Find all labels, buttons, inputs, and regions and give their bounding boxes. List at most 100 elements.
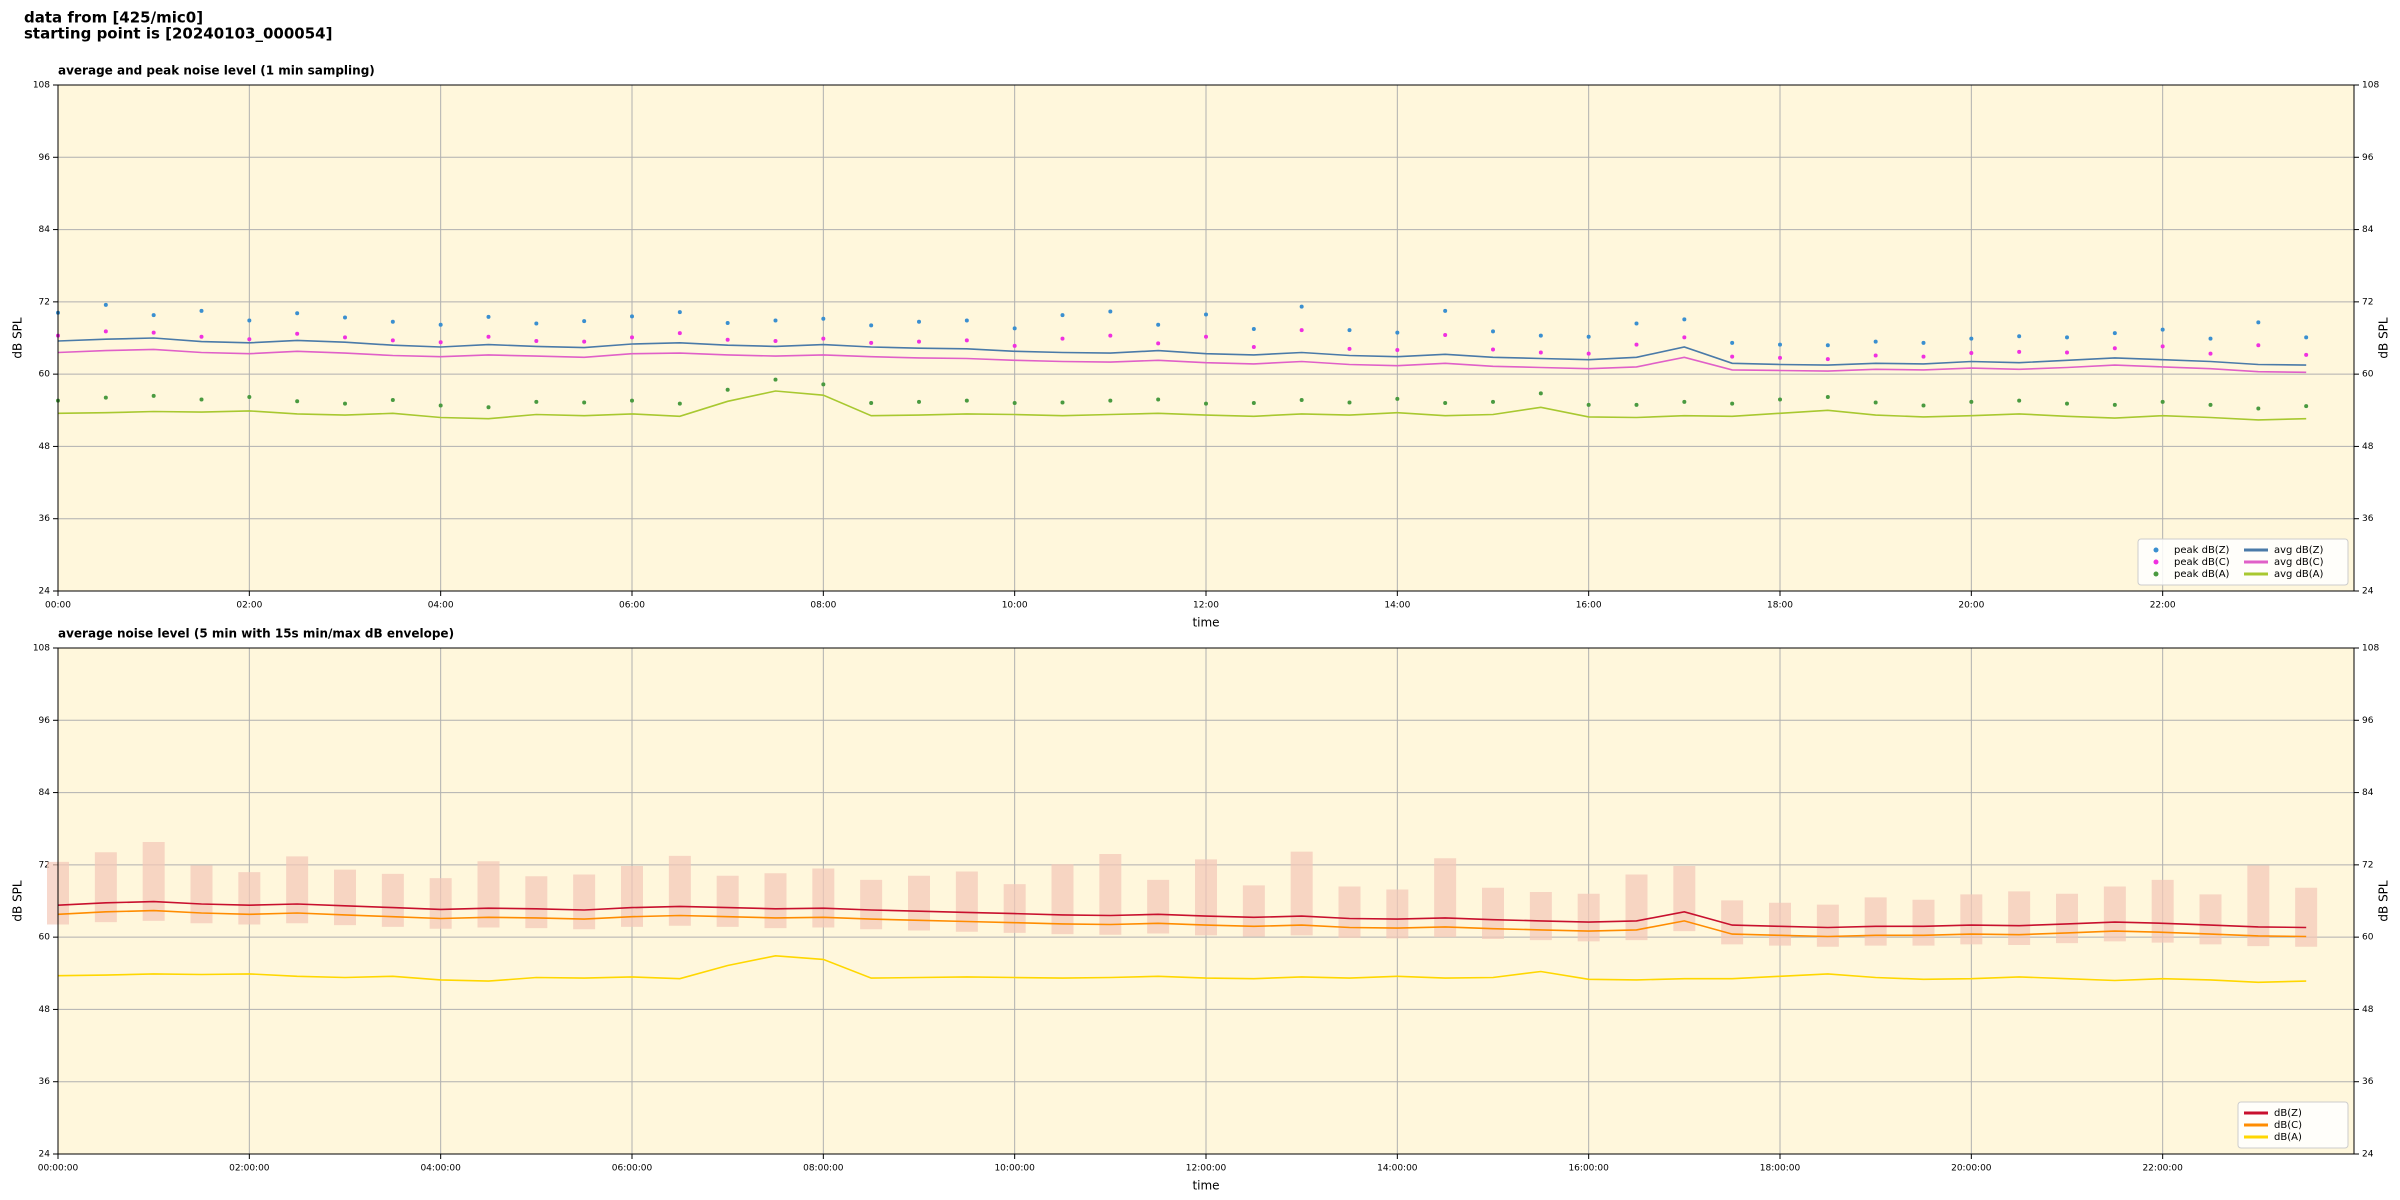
x-tick-label: 04:00	[428, 601, 454, 611]
y-tick-label: 60	[2362, 933, 2374, 943]
peak-point	[151, 330, 156, 335]
peak-point	[390, 398, 395, 403]
peak-point	[1491, 399, 1495, 404]
peak-point	[1395, 348, 1400, 353]
peak-point	[1491, 347, 1495, 352]
peak-point	[343, 401, 347, 406]
peak-point	[1156, 322, 1161, 327]
peak-point	[869, 323, 874, 328]
series-line	[57, 390, 2307, 421]
x-tick-label: 10:00:00	[994, 1164, 1035, 1174]
legend-label: dB(Z)	[2274, 1108, 2302, 1119]
peak-point	[1156, 341, 1161, 346]
peak-point	[1778, 397, 1782, 402]
peak-point	[1299, 328, 1304, 333]
peak-point	[2112, 331, 2117, 336]
legend-label: peak dB(A)	[2174, 569, 2230, 580]
peak-point	[1299, 398, 1304, 403]
peak-point	[2160, 399, 2165, 404]
peak-point	[1634, 321, 1639, 326]
x-tick-label: 22:00:00	[2142, 1164, 2183, 1174]
peak-point	[2304, 404, 2309, 409]
peak-point	[1347, 346, 1352, 351]
legend-label: dB(A)	[2274, 1132, 2302, 1143]
peak-point	[1347, 328, 1352, 333]
peak-point	[295, 399, 300, 404]
peak-point	[534, 399, 539, 404]
y-tick-label: 24	[2362, 1150, 2374, 1160]
peak-point	[964, 318, 969, 323]
peak-point	[247, 337, 252, 342]
legend-label: avg dB(A)	[2274, 569, 2324, 580]
peak-point	[917, 339, 921, 344]
peak-point	[1395, 330, 1400, 335]
y-tick-label: 24	[39, 587, 51, 597]
peak-point	[1730, 401, 1735, 406]
peak-point	[1825, 343, 1830, 348]
peak-point	[1108, 309, 1113, 314]
y-tick-label: 72	[2362, 297, 2373, 307]
y-tick-label: 108	[2362, 81, 2379, 91]
peak-point	[103, 395, 108, 400]
peak-point	[1825, 357, 1830, 362]
peak-point	[2208, 402, 2213, 407]
peak-point	[1347, 400, 1352, 405]
x-tick-label: 00:00:00	[38, 1164, 79, 1174]
y-axis-label: dB SPL	[2377, 317, 2391, 359]
peak-point	[390, 338, 395, 343]
x-tick-label: 14:00:00	[1377, 1164, 1418, 1174]
peak-point	[773, 318, 778, 323]
x-tick-label: 22:00	[2150, 601, 2176, 611]
peak-point	[1012, 401, 1017, 406]
peak-point	[1251, 401, 1256, 406]
y-tick-label: 96	[39, 716, 51, 726]
y-tick-label: 36	[2362, 514, 2374, 524]
peak-point	[247, 318, 252, 323]
peak-point	[917, 399, 921, 404]
y-tick-label: 60	[39, 370, 51, 380]
peak-point	[1921, 403, 1926, 408]
x-tick-label: 02:00:00	[229, 1164, 270, 1174]
peak-point	[1873, 400, 1878, 405]
y-tick-label: 60	[2362, 370, 2374, 380]
legend-marker	[2153, 547, 2159, 553]
x-tick-label: 14:00	[1384, 601, 1410, 611]
peak-point	[630, 335, 634, 340]
header-line: data from [425/mic0]	[24, 9, 203, 27]
peak-point	[630, 398, 634, 403]
legend-marker	[2153, 559, 2159, 565]
peak-point	[821, 336, 826, 341]
y-tick-label: 108	[33, 644, 50, 654]
axes-frame	[57, 647, 2355, 1155]
legend-label: dB(C)	[2274, 1120, 2302, 1131]
peak-point	[1443, 401, 1448, 406]
peak-point	[1682, 399, 1687, 404]
peak-point	[2112, 346, 2117, 351]
peak-point	[1969, 399, 1974, 404]
peak-point	[1586, 334, 1591, 339]
peak-point	[630, 314, 634, 319]
peak-point	[1969, 336, 1974, 341]
peak-point	[582, 319, 587, 324]
peak-point	[486, 405, 491, 410]
y-tick-label: 84	[2362, 225, 2374, 235]
peak-point	[2208, 351, 2213, 356]
peak-point	[1395, 396, 1400, 401]
peak-point	[2065, 401, 2069, 406]
peak-point	[1538, 333, 1543, 338]
peak-point	[1060, 313, 1065, 318]
peak-point	[1443, 332, 1448, 337]
y-tick-label: 72	[2362, 860, 2373, 870]
peak-point	[725, 337, 730, 342]
chart-title: average noise level (5 min with 15s min/…	[58, 627, 454, 641]
series-line	[57, 900, 2307, 929]
peak-point	[2304, 352, 2309, 357]
peak-point	[582, 400, 587, 405]
peak-point	[343, 335, 347, 340]
x-tick-label: 12:00	[1193, 601, 1219, 611]
peak-point	[1108, 333, 1113, 338]
legend-label: peak dB(C)	[2174, 557, 2230, 568]
peak-point	[151, 313, 156, 318]
peak-point	[2017, 334, 2022, 339]
